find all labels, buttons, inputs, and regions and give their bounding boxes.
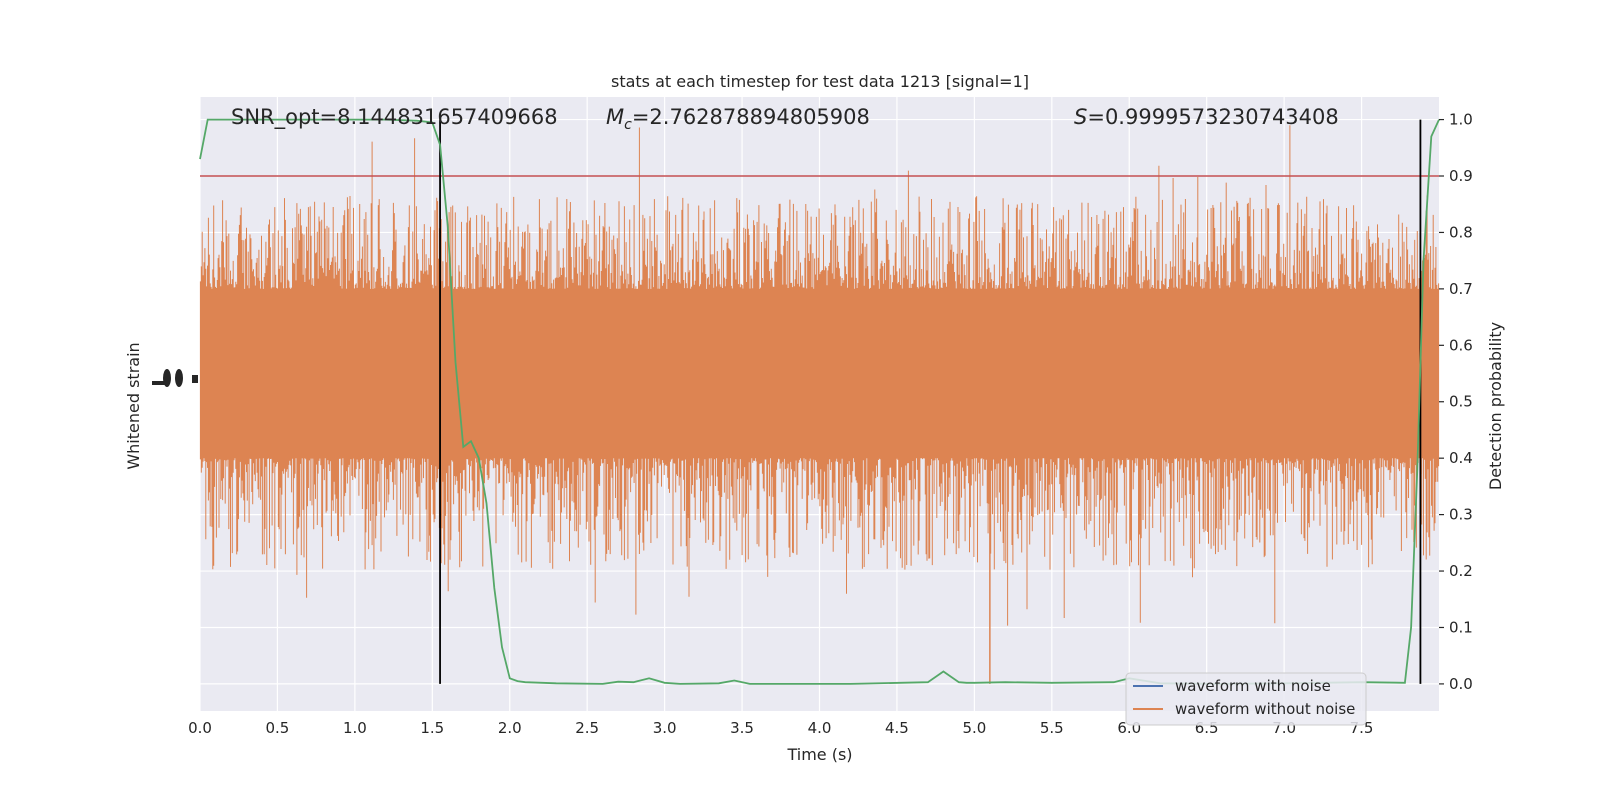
right-tick-label-7: 0.7 <box>1449 280 1473 298</box>
left-axis-tick-cluster <box>152 369 198 387</box>
x-tick-label-1: 0.5 <box>266 719 290 737</box>
right-tick-label-1: 0.1 <box>1449 618 1473 636</box>
s-value: =0.9999573230743408 <box>1087 105 1338 129</box>
x-axis-label: Time (s) <box>786 745 852 764</box>
x-tick-label-5: 2.5 <box>575 719 599 737</box>
right-tick-label-5: 0.5 <box>1449 393 1473 411</box>
right-tick-label-10: 1.0 <box>1449 111 1473 129</box>
x-tick-label-6: 3.0 <box>653 719 677 737</box>
legend-box <box>1125 672 1367 726</box>
right-tick-label-2: 0.2 <box>1449 562 1473 580</box>
right-tick-label-9: 0.9 <box>1449 167 1473 185</box>
right-tick-label-8: 0.8 <box>1449 223 1473 241</box>
snr-annotation: SNR_opt=8.144831657409668 <box>231 105 558 130</box>
x-tick-label-7: 3.5 <box>730 719 754 737</box>
mc-subscript: c <box>624 117 632 133</box>
x-tick-label-2: 1.0 <box>343 719 367 737</box>
mc-symbol: M <box>606 105 624 129</box>
legend-label-noise: waveform with noise <box>1175 677 1331 695</box>
x-tick-label-0: 0.0 <box>188 719 212 737</box>
s-annotation: S=0.9999573230743408 <box>1074 105 1339 129</box>
strain-band-spikes <box>199 125 1440 626</box>
x-tick-label-10: 5.0 <box>962 719 986 737</box>
mc-value: =2.762878894805908 <box>632 105 870 129</box>
x-tick-label-11: 5.5 <box>1040 719 1064 737</box>
x-tick-label-9: 4.5 <box>885 719 909 737</box>
right-tick-label-0: 0.0 <box>1449 675 1473 693</box>
right-tick-labels: 0.0 0.1 0.2 0.3 0.4 0.5 0.6 0.7 0.8 0.9 1.0 <box>1439 111 1473 693</box>
legend-label-clean: waveform without noise <box>1175 700 1355 718</box>
legend: waveform with noise waveform without noi… <box>1125 672 1367 726</box>
x-tick-label-3: 1.5 <box>420 719 444 737</box>
right-tick-label-4: 0.4 <box>1449 449 1473 467</box>
left-axis-label: Whitened strain <box>124 342 143 469</box>
s-symbol: S <box>1074 105 1087 129</box>
x-tick-label-8: 4.0 <box>808 719 832 737</box>
chart-title: stats at each timestep for test data 121… <box>611 72 1029 91</box>
strain-band <box>199 125 1440 684</box>
right-tick-label-6: 0.6 <box>1449 336 1473 354</box>
right-tick-label-3: 0.3 <box>1449 506 1473 524</box>
chirp-mass-annotation: Mc=2.762878894805908 <box>606 105 870 133</box>
right-axis-label: Detection probability <box>1486 322 1505 490</box>
x-tick-label-4: 2.0 <box>498 719 522 737</box>
